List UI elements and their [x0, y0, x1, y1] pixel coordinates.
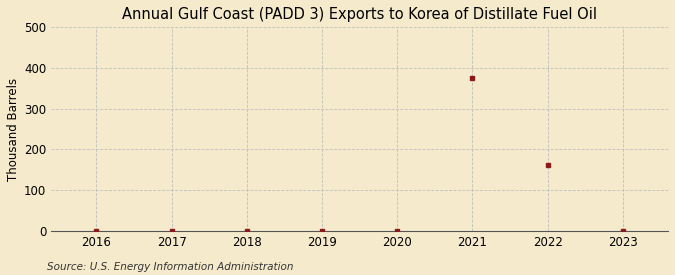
Text: Source: U.S. Energy Information Administration: Source: U.S. Energy Information Administ… [47, 262, 294, 272]
Title: Annual Gulf Coast (PADD 3) Exports to Korea of Distillate Fuel Oil: Annual Gulf Coast (PADD 3) Exports to Ko… [122, 7, 597, 22]
Y-axis label: Thousand Barrels: Thousand Barrels [7, 78, 20, 181]
